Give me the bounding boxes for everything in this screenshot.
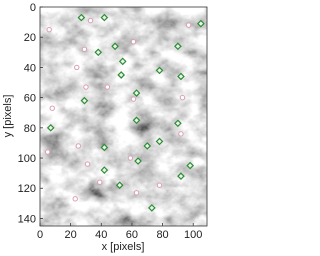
x-tick-label: 60 [126, 229, 138, 241]
diamond-marker [94, 48, 103, 57]
dot-marker [133, 190, 140, 196]
x-tick-label: 100 [184, 229, 202, 241]
dot-marker [156, 182, 163, 188]
diamond-marker [118, 57, 127, 66]
diamond-marker [177, 172, 185, 181]
y-axis-label: y [pixels] [2, 95, 14, 138]
dot-marker [81, 46, 88, 52]
diamond-marker [147, 204, 156, 212]
y-tick-label: 40 [24, 62, 36, 74]
diamond-marker [177, 72, 185, 81]
x-axis-label: x [pixels] [102, 241, 145, 253]
dot-marker [130, 39, 137, 45]
dot-marker [97, 179, 103, 185]
dot-marker [179, 94, 186, 101]
diamond-marker [132, 89, 141, 97]
dot-marker [44, 149, 51, 155]
y-tick-label: 120 [18, 183, 36, 195]
diamond-marker [77, 13, 86, 22]
y-tick-label: 20 [24, 32, 36, 44]
diamond-marker [100, 166, 109, 174]
dot-marker [72, 196, 78, 202]
y-tick-label: 60 [24, 93, 36, 105]
dot-marker [84, 161, 91, 167]
y-tick-label: 0 [30, 2, 36, 14]
diamond-marker [155, 66, 164, 75]
chart: x [pixels] y [pixels] 0 20 40 60 80 100 0 20 40 6… [2, 2, 208, 253]
dot-marker [49, 105, 55, 111]
diamond-marker [174, 42, 182, 51]
dot-marker [46, 26, 52, 33]
plot-frame [39, 6, 208, 227]
dot-marker [178, 131, 184, 137]
x-tick-label: 20 [65, 229, 77, 241]
diamond-marker [132, 116, 141, 125]
diamond-marker [134, 157, 142, 165]
x-tick-label: 80 [156, 229, 168, 241]
diamond-marker [186, 161, 194, 170]
dot-marker [75, 143, 82, 149]
dot-marker [83, 84, 89, 90]
diamond-marker [143, 142, 152, 150]
dot-marker [104, 84, 111, 90]
diamond-marker [117, 71, 126, 79]
diamond-marker [197, 19, 205, 28]
diamond-marker [80, 96, 89, 105]
diamond-marker [155, 137, 164, 146]
x-tick-label: 40 [95, 229, 107, 241]
diamond-marker [100, 13, 109, 22]
dot-marker [74, 64, 80, 71]
diamond-marker [115, 181, 124, 190]
dot-marker [127, 155, 134, 161]
x-tick-label: 0 [37, 229, 43, 241]
diamond-marker [100, 143, 109, 152]
y-tick-label: 140 [18, 213, 36, 225]
diamond-marker [46, 123, 55, 132]
dot-marker [130, 96, 137, 102]
diamond-marker [174, 119, 182, 128]
y-tick-label: 100 [18, 153, 36, 165]
y-tick-label: 80 [24, 123, 36, 135]
dot-marker [185, 22, 192, 28]
image-texture [40, 7, 207, 226]
dot-marker [87, 17, 94, 24]
diamond-marker [111, 42, 119, 51]
